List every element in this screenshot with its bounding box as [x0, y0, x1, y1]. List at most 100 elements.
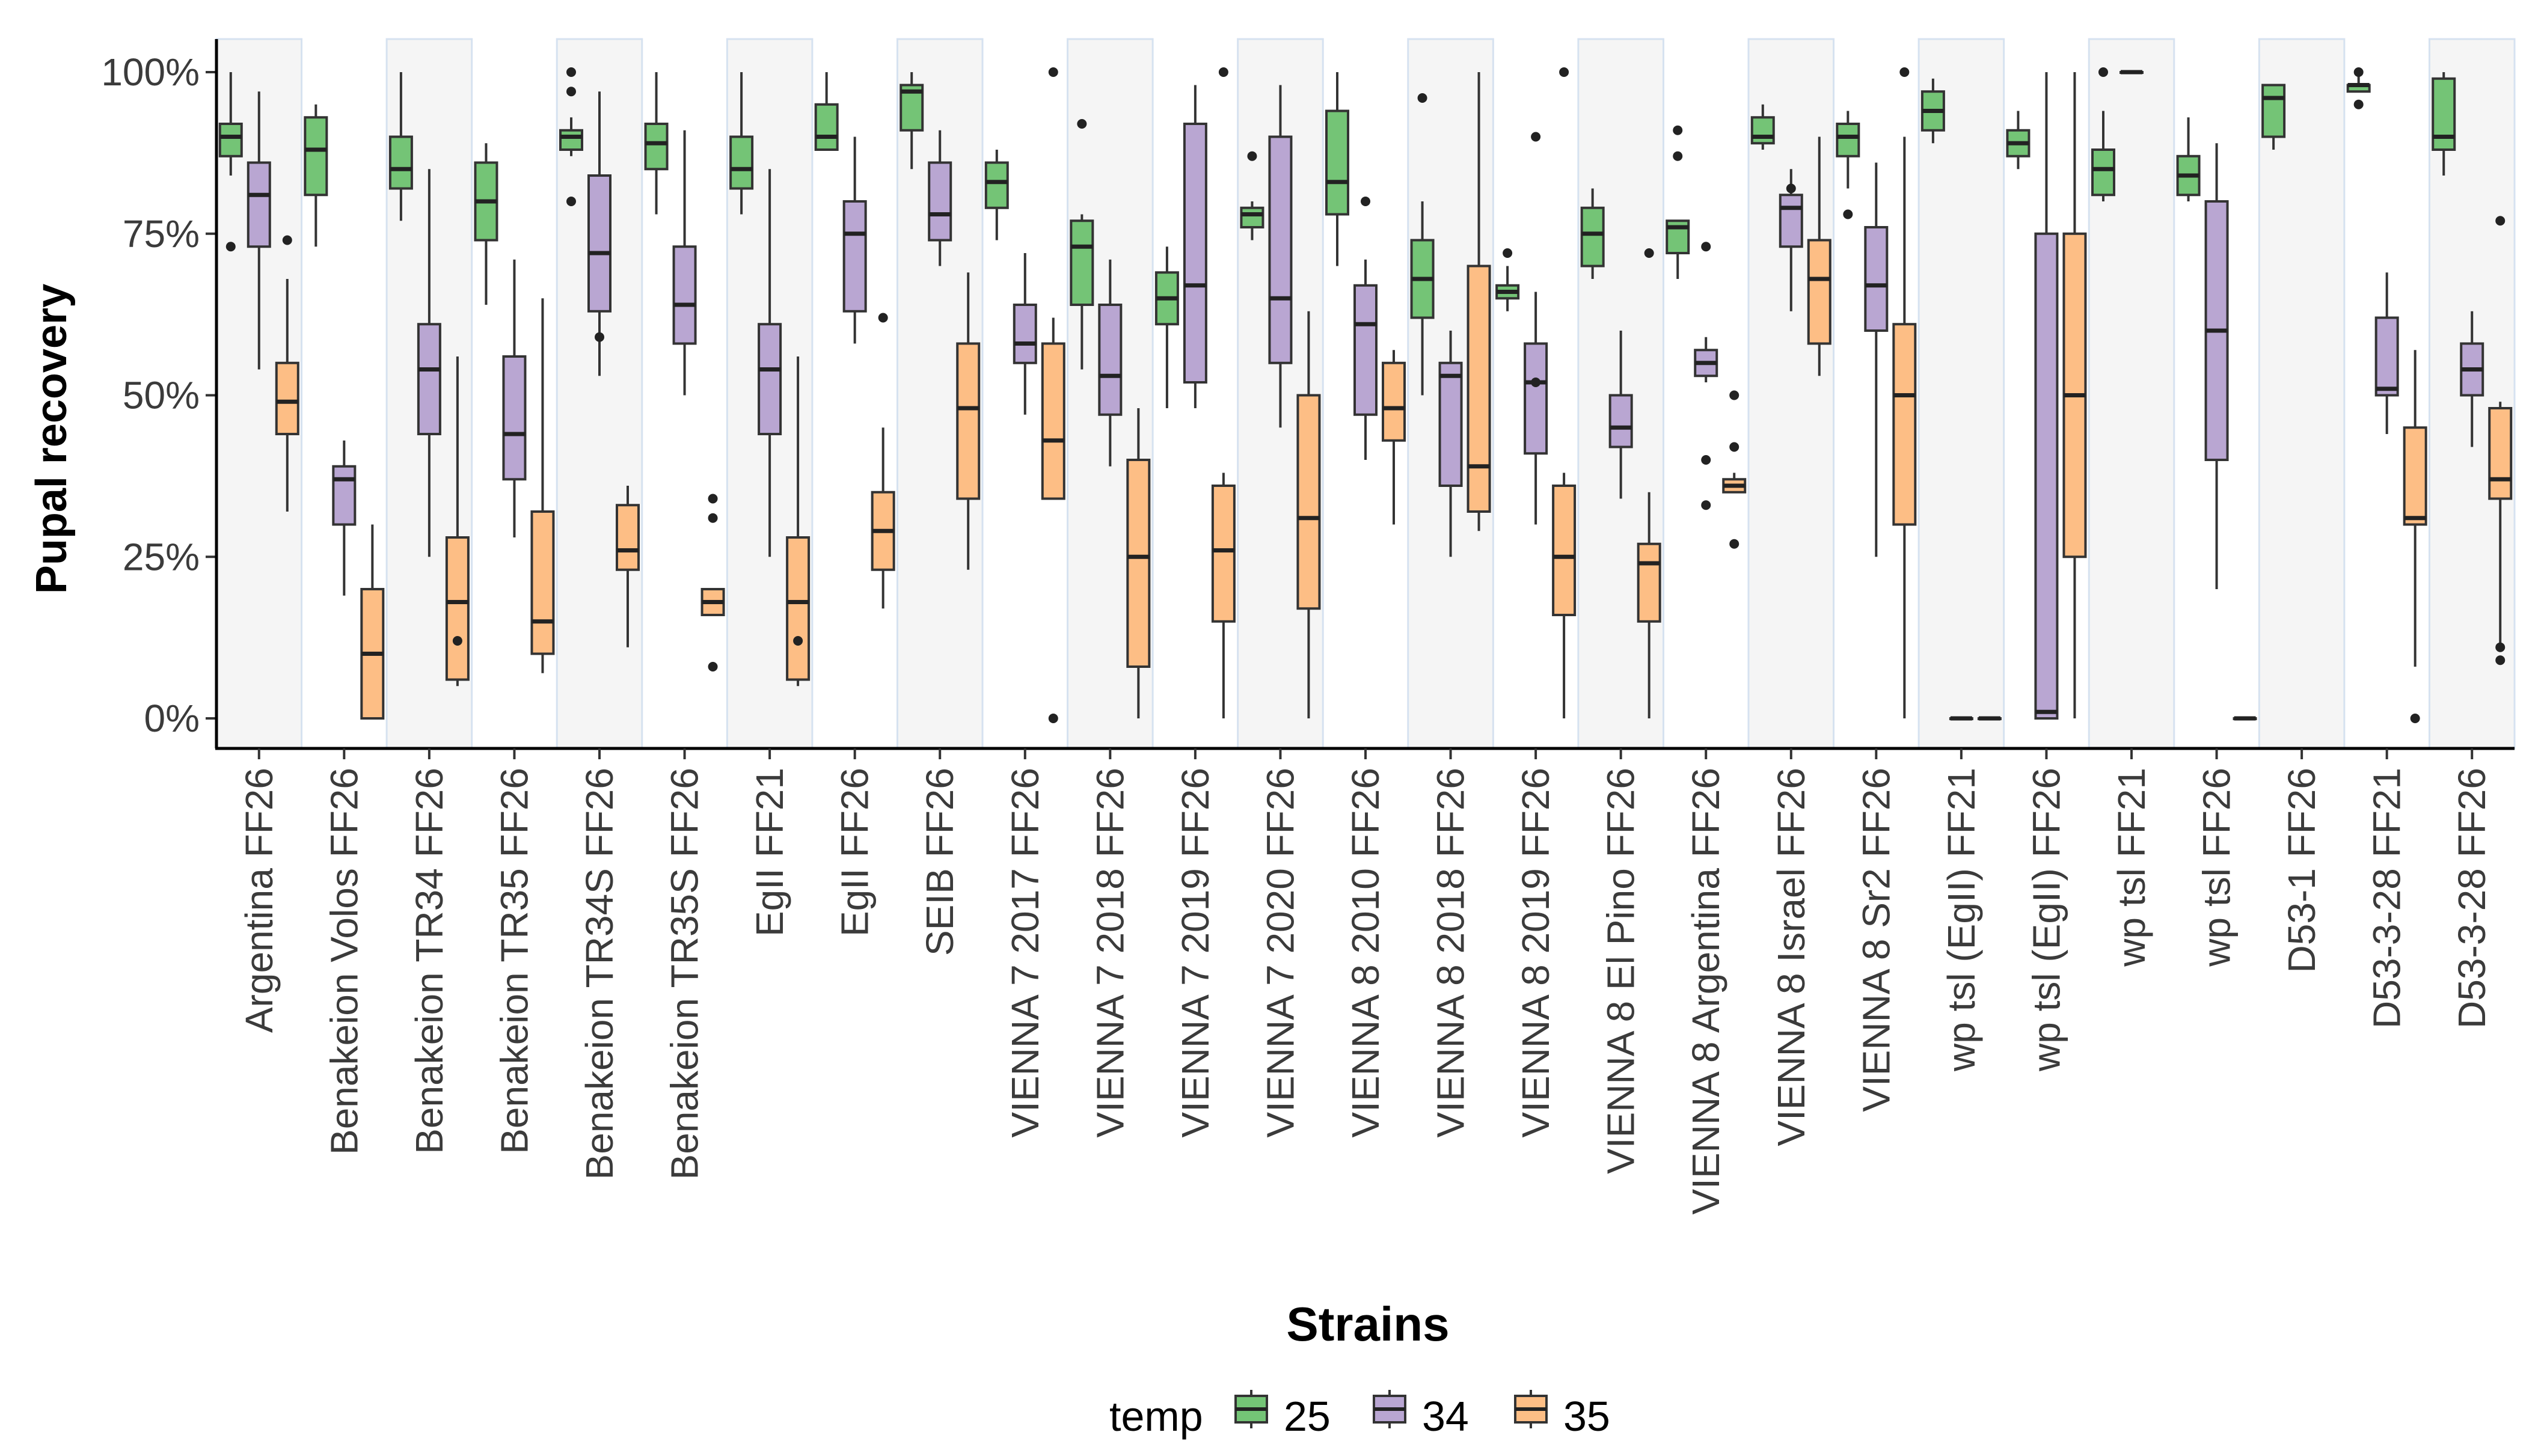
box [758, 323, 782, 435]
box [559, 129, 583, 151]
category-band [2088, 38, 2175, 750]
outlier-point [1503, 248, 1513, 258]
box [587, 174, 611, 313]
outlier-point [1701, 500, 1711, 510]
outlier-point [1644, 248, 1654, 258]
box [445, 536, 470, 681]
box [304, 116, 328, 197]
box [218, 123, 243, 158]
y-tick-label: 100% [101, 50, 200, 94]
legend-label: 25 [1284, 1393, 1331, 1440]
box [1382, 361, 1406, 442]
outlier-point [793, 636, 803, 646]
outlier-point [282, 235, 292, 245]
outlier-point [1247, 151, 1257, 161]
outlier-point [1048, 714, 1058, 723]
x-tick-label: SEIB FF26 [918, 768, 961, 956]
box [1070, 219, 1094, 306]
box [332, 465, 357, 526]
box [1552, 485, 1577, 616]
box [644, 123, 669, 171]
outlier-point [1531, 378, 1541, 387]
box [1296, 394, 1321, 610]
x-tick-label: D53-3-28 FF26 [2450, 768, 2493, 1029]
x-tick-label: wp tsl FF21 [2110, 768, 2153, 967]
outlier-point [566, 67, 576, 77]
box [1836, 123, 1860, 158]
outlier-point [1673, 151, 1683, 161]
box [1750, 116, 1775, 145]
box [1580, 206, 1605, 268]
x-tick-label: D53-1 FF26 [2280, 768, 2323, 973]
box [1240, 206, 1264, 228]
box [814, 103, 839, 151]
x-tick-label: wp tsl FF26 [2195, 768, 2239, 967]
box [928, 161, 952, 242]
legend: temp 25 34 35 [1109, 1390, 1610, 1440]
box [616, 504, 640, 571]
box [2374, 316, 2399, 397]
x-tick-label: VIENNA 7 2018 FF26 [1088, 768, 1132, 1137]
category-band [1917, 38, 2005, 750]
legend-title: temp [1109, 1393, 1203, 1440]
box [672, 245, 697, 345]
x-axis-title: Strains [1286, 1297, 1449, 1351]
outlier-point [2410, 714, 2420, 723]
box [786, 536, 811, 681]
outlier-point [595, 332, 604, 342]
outlier-point [1673, 125, 1683, 135]
box [247, 161, 271, 248]
x-tick-label: Benakeion TR34 FF26 [408, 768, 451, 1154]
x-tick-label: Benakeion Volos FF26 [322, 768, 366, 1155]
x-tick-labels: Argentina FF26 Benakeion Volos FF26 Benake… [238, 748, 2493, 1215]
box [1013, 304, 1037, 364]
box [388, 135, 413, 190]
box [1807, 239, 1831, 345]
x-tick-label: VIENNA 8 El Pino FF26 [1599, 768, 1643, 1174]
outlier-point [1701, 455, 1711, 465]
outlier-point [2353, 67, 2364, 77]
box [1524, 342, 1548, 455]
x-tick-label: wp tsl (EgII) FF21 [1940, 768, 1983, 1072]
box [1864, 226, 1889, 332]
box [2034, 232, 2059, 720]
legend-label: 34 [1422, 1393, 1469, 1440]
box [1268, 135, 1293, 364]
outlier-point [1048, 67, 1058, 77]
box [1041, 342, 1065, 500]
outlier-point [1559, 67, 1569, 77]
y-tick-label: 50% [123, 374, 200, 417]
box [1211, 485, 1236, 623]
x-tick-label: Benakeion TR35S FF26 [663, 768, 706, 1179]
x-tick-label: VIENNA 7 2019 FF26 [1174, 768, 1217, 1137]
box [2432, 77, 2456, 151]
x-tick-label: VIENNA 7 2017 FF26 [1004, 768, 1047, 1137]
box [2488, 407, 2513, 500]
category-band [2258, 38, 2346, 750]
y-axis-title: Pupal recovery [28, 284, 76, 594]
x-tick-label: VIENNA 8 2018 FF26 [1429, 768, 1473, 1137]
x-tick-label: Benakeion TR34S FF26 [578, 768, 621, 1179]
box [1353, 284, 1378, 416]
outlier-point [2495, 216, 2506, 226]
outlier-point [708, 494, 718, 504]
box [1126, 459, 1151, 668]
outlier-point [566, 197, 576, 206]
outlier-point [1218, 67, 1228, 77]
outlier-point [708, 513, 718, 523]
outlier-point [1729, 442, 1739, 452]
box [275, 361, 299, 435]
box [2091, 148, 2115, 197]
x-tick-label: wp tsl (EgII) FF26 [2024, 768, 2068, 1072]
outlier-point [1729, 390, 1739, 400]
box [1637, 542, 1661, 623]
outlier-point [2098, 67, 2108, 77]
box [1892, 323, 1917, 526]
y-tick-label: 25% [123, 535, 200, 578]
legend-label: 35 [1563, 1393, 1610, 1440]
outlier-point [225, 242, 236, 252]
outlier-point [1417, 93, 1427, 103]
box [984, 161, 1009, 209]
box [1779, 194, 1803, 248]
